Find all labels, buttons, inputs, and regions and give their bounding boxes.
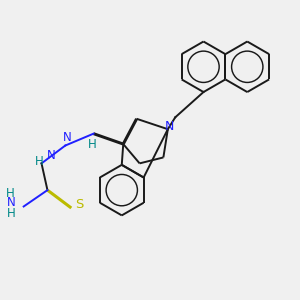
Text: S: S xyxy=(75,199,84,212)
Text: H: H xyxy=(35,155,44,168)
Text: N: N xyxy=(165,120,174,133)
Text: N: N xyxy=(63,131,72,144)
Text: N: N xyxy=(7,196,16,209)
Text: H: H xyxy=(6,188,15,200)
Text: H: H xyxy=(7,206,16,220)
Text: N: N xyxy=(46,148,56,162)
Text: H: H xyxy=(88,138,96,152)
